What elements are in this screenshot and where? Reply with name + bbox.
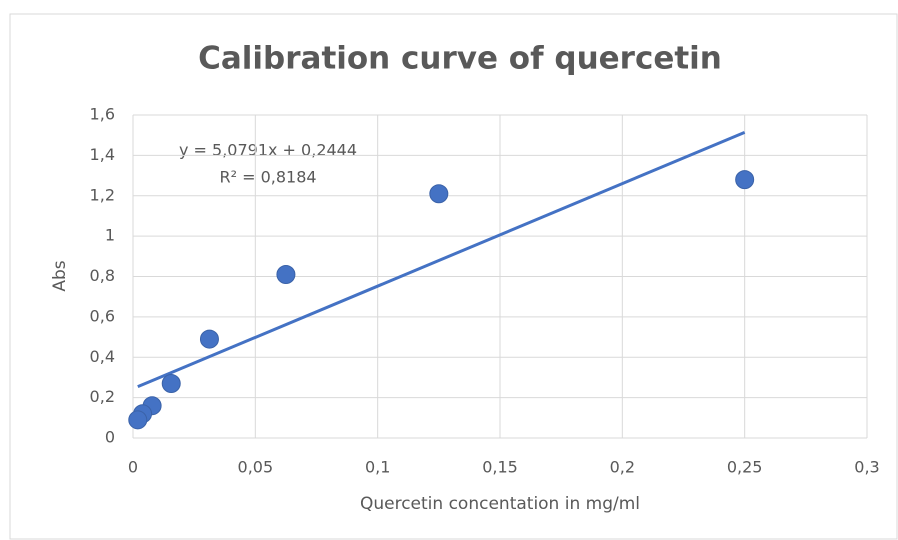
data-point <box>161 373 181 393</box>
x-tick-label: 0,15 <box>482 458 518 477</box>
x-tick-label: 0,3 <box>854 458 879 477</box>
y-axis-label: Abs <box>50 260 70 291</box>
data-point <box>735 170 755 190</box>
x-axis-label: Quercetin concentation in mg/ml <box>360 494 640 514</box>
y-tick-label: 0,2 <box>90 387 115 406</box>
x-tick-label: 0,1 <box>365 458 390 477</box>
y-tick-label: 0,8 <box>90 266 115 285</box>
y-tick-label: 1,6 <box>90 105 115 124</box>
data-point <box>199 329 219 349</box>
data-point <box>128 410 148 430</box>
data-point <box>429 184 449 204</box>
x-tick-label: 0,2 <box>610 458 635 477</box>
y-tick-label: 1,2 <box>90 185 115 204</box>
y-tick-label: 1,4 <box>90 145 115 164</box>
y-tick-label: 0 <box>105 428 115 447</box>
trendline-r2: R² = 0,8184 <box>219 168 316 187</box>
y-tick-label: 1 <box>105 226 115 245</box>
trendline <box>137 130 746 389</box>
y-tick-label: 0,6 <box>90 306 115 325</box>
chart-title: Calibration curve of quercetin <box>198 41 722 77</box>
x-tick-label: 0,05 <box>238 458 274 477</box>
x-tick-label: 0 <box>128 458 138 477</box>
data-point <box>276 264 296 284</box>
trendline-equation: y = 5,0791x + 0,2444 <box>179 141 357 160</box>
y-tick-label: 0,4 <box>90 347 115 366</box>
x-tick-label: 0,25 <box>727 458 763 477</box>
